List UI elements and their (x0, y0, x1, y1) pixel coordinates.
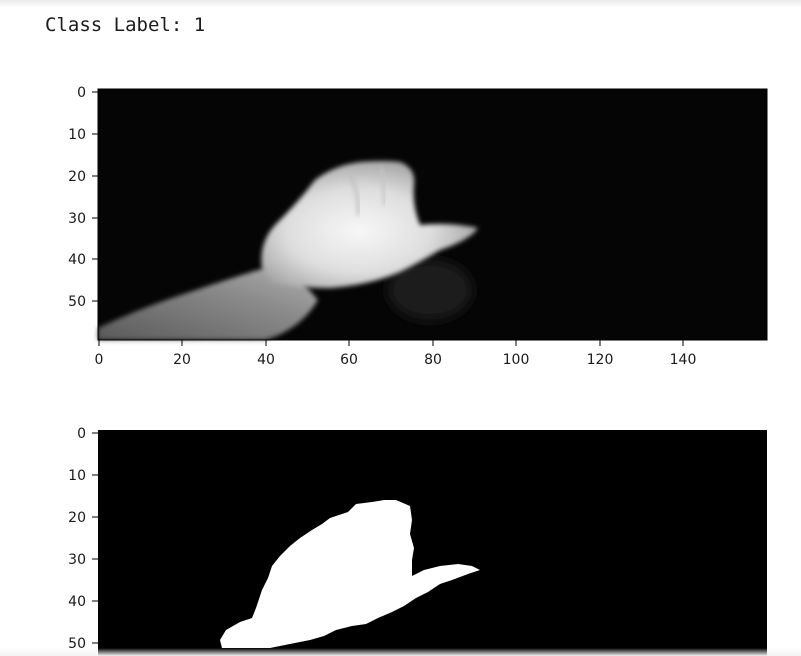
y-tick-label: 50 (68, 294, 86, 310)
axes-image: 0 10 20 30 40 50 0 20 40 60 80 100 120 1… (68, 85, 768, 368)
x-tick-label: 20 (173, 352, 191, 368)
y-tick-label: 0 (77, 426, 86, 442)
y-tick-label: 30 (68, 211, 86, 227)
image-content (98, 161, 478, 340)
output-class-label: Class Label: 1 (45, 14, 206, 36)
y-tick-label: 10 (68, 468, 86, 484)
scroll-fade (0, 648, 801, 656)
y-tick-label: 10 (68, 127, 86, 143)
x-tick-label: 0 (95, 352, 104, 368)
y-axis: 0 10 20 30 40 50 (68, 85, 98, 310)
x-tick-label: 100 (503, 352, 530, 368)
y-tick-label: 40 (68, 594, 86, 610)
y-tick-label: 20 (68, 510, 86, 526)
axes-mask: 0 10 20 30 40 50 (68, 426, 767, 656)
x-tick-label: 140 (670, 352, 697, 368)
y-axis: 0 10 20 30 40 50 (68, 426, 98, 652)
cell-top-border (0, 0, 801, 7)
y-tick-label: 40 (68, 252, 86, 268)
mask-region (220, 500, 480, 648)
x-tick-label: 60 (340, 352, 358, 368)
x-tick-label: 40 (257, 352, 275, 368)
x-tick-label: 80 (424, 352, 442, 368)
y-tick-label: 0 (77, 85, 86, 101)
y-tick-label: 20 (68, 169, 86, 185)
x-axis: 0 20 40 60 80 100 120 140 (95, 340, 697, 368)
mask-background (98, 430, 767, 656)
x-tick-label: 120 (587, 352, 614, 368)
y-tick-label: 30 (68, 552, 86, 568)
